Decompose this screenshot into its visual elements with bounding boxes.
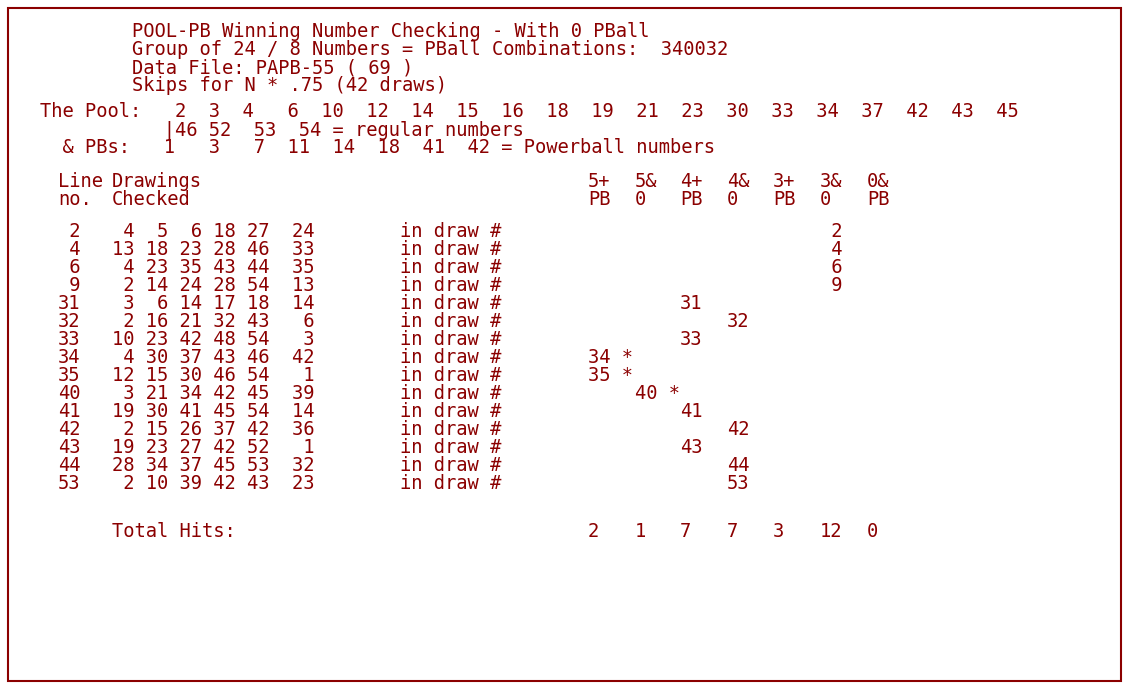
Text: 2 15 26 37 42  36: 2 15 26 37 42 36 bbox=[112, 420, 315, 439]
Text: PB: PB bbox=[773, 190, 796, 209]
Text: The Pool:   2  3  4   6  10  12  14  15  16  18  19  21  23  30  33  34  37  42 : The Pool: 2 3 4 6 10 12 14 15 16 18 19 2… bbox=[40, 102, 1018, 121]
Text: 41: 41 bbox=[680, 402, 702, 421]
Text: PB: PB bbox=[867, 190, 890, 209]
Text: 5&: 5& bbox=[634, 172, 657, 191]
Text: 32: 32 bbox=[727, 312, 750, 331]
Text: in draw #: in draw # bbox=[400, 384, 501, 403]
Text: 2: 2 bbox=[820, 222, 842, 241]
Text: 13 18 23 28 46  33: 13 18 23 28 46 33 bbox=[112, 240, 315, 259]
Text: 12 15 30 46 54   1: 12 15 30 46 54 1 bbox=[112, 366, 315, 385]
Text: 0: 0 bbox=[820, 190, 831, 209]
Text: in draw #: in draw # bbox=[400, 258, 501, 277]
Text: 40 *: 40 * bbox=[634, 384, 680, 403]
Text: 34 *: 34 * bbox=[588, 348, 633, 367]
Text: 4: 4 bbox=[58, 240, 80, 259]
Text: 2 14 24 28 54  13: 2 14 24 28 54 13 bbox=[112, 276, 315, 295]
Text: PB: PB bbox=[588, 190, 611, 209]
Text: 43: 43 bbox=[680, 438, 702, 457]
Text: 5+: 5+ bbox=[588, 172, 611, 191]
Text: 53: 53 bbox=[727, 474, 750, 493]
Text: 0: 0 bbox=[634, 190, 646, 209]
Text: 9: 9 bbox=[58, 276, 80, 295]
Text: in draw #: in draw # bbox=[400, 348, 501, 367]
Text: in draw #: in draw # bbox=[400, 456, 501, 475]
Text: 4 30 37 43 46  42: 4 30 37 43 46 42 bbox=[112, 348, 315, 367]
Text: 19 23 27 42 52   1: 19 23 27 42 52 1 bbox=[112, 438, 315, 457]
Text: in draw #: in draw # bbox=[400, 222, 501, 241]
Text: & PBs:   1   3   7  11  14  18  41  42 = Powerball numbers: & PBs: 1 3 7 11 14 18 41 42 = Powerball … bbox=[40, 138, 715, 157]
Text: Line: Line bbox=[58, 172, 103, 191]
Text: in draw #: in draw # bbox=[400, 474, 501, 493]
Text: in draw #: in draw # bbox=[400, 294, 501, 313]
Text: PB: PB bbox=[680, 190, 702, 209]
Text: 44: 44 bbox=[727, 456, 750, 475]
Text: 35 *: 35 * bbox=[588, 366, 633, 385]
Text: 31: 31 bbox=[680, 294, 702, 313]
Text: in draw #: in draw # bbox=[400, 420, 501, 439]
Text: 2 16 21 32 43   6: 2 16 21 32 43 6 bbox=[112, 312, 315, 331]
Text: 3: 3 bbox=[773, 522, 785, 541]
Text: Skips for N * .75 (42 draws): Skips for N * .75 (42 draws) bbox=[132, 76, 447, 95]
Text: 1: 1 bbox=[634, 522, 646, 541]
Text: 28 34 37 45 53  32: 28 34 37 45 53 32 bbox=[112, 456, 315, 475]
Text: in draw #: in draw # bbox=[400, 402, 501, 421]
Text: 4&: 4& bbox=[727, 172, 750, 191]
Text: 3&: 3& bbox=[820, 172, 842, 191]
Text: |46 52  53  54 = regular numbers: |46 52 53 54 = regular numbers bbox=[40, 120, 524, 139]
Text: 34: 34 bbox=[58, 348, 80, 367]
Text: in draw #: in draw # bbox=[400, 276, 501, 295]
Text: 0: 0 bbox=[727, 190, 738, 209]
Text: 40: 40 bbox=[58, 384, 80, 403]
Text: 12: 12 bbox=[820, 522, 842, 541]
Text: 10 23 42 48 54   3: 10 23 42 48 54 3 bbox=[112, 330, 315, 349]
Text: 6: 6 bbox=[58, 258, 80, 277]
Text: 2: 2 bbox=[588, 522, 599, 541]
Text: 2: 2 bbox=[58, 222, 80, 241]
Text: in draw #: in draw # bbox=[400, 330, 501, 349]
Text: 42: 42 bbox=[58, 420, 80, 439]
Text: 19 30 41 45 54  14: 19 30 41 45 54 14 bbox=[112, 402, 315, 421]
Text: 41: 41 bbox=[58, 402, 80, 421]
Text: 53: 53 bbox=[58, 474, 80, 493]
Text: 44: 44 bbox=[58, 456, 80, 475]
Text: Data File: PAPB-55 ( 69 ): Data File: PAPB-55 ( 69 ) bbox=[132, 58, 413, 77]
Text: 0: 0 bbox=[867, 522, 878, 541]
Text: 7: 7 bbox=[727, 522, 738, 541]
Text: 0&: 0& bbox=[867, 172, 890, 191]
Text: in draw #: in draw # bbox=[400, 240, 501, 259]
Text: 9: 9 bbox=[820, 276, 842, 295]
Text: in draw #: in draw # bbox=[400, 438, 501, 457]
Text: 35: 35 bbox=[58, 366, 80, 385]
Text: 3+: 3+ bbox=[773, 172, 796, 191]
Text: POOL-PB Winning Number Checking - With 0 PBall: POOL-PB Winning Number Checking - With 0… bbox=[132, 22, 649, 41]
Text: 3  6 14 17 18  14: 3 6 14 17 18 14 bbox=[112, 294, 315, 313]
Text: 33: 33 bbox=[58, 330, 80, 349]
Text: in draw #: in draw # bbox=[400, 312, 501, 331]
Text: in draw #: in draw # bbox=[400, 366, 501, 385]
Text: 2 10 39 42 43  23: 2 10 39 42 43 23 bbox=[112, 474, 315, 493]
Text: Total Hits:: Total Hits: bbox=[112, 522, 236, 541]
Text: 7: 7 bbox=[680, 522, 691, 541]
Text: 33: 33 bbox=[680, 330, 702, 349]
Text: Drawings: Drawings bbox=[112, 172, 202, 191]
Text: 4  5  6 18 27  24: 4 5 6 18 27 24 bbox=[112, 222, 315, 241]
Text: Checked: Checked bbox=[112, 190, 191, 209]
Text: 4+: 4+ bbox=[680, 172, 702, 191]
Text: 42: 42 bbox=[727, 420, 750, 439]
Text: 32: 32 bbox=[58, 312, 80, 331]
Text: no.: no. bbox=[58, 190, 91, 209]
Text: 43: 43 bbox=[58, 438, 80, 457]
Text: 4: 4 bbox=[820, 240, 842, 259]
Text: 3 21 34 42 45  39: 3 21 34 42 45 39 bbox=[112, 384, 315, 403]
Text: 6: 6 bbox=[820, 258, 842, 277]
Text: 31: 31 bbox=[58, 294, 80, 313]
Text: 4 23 35 43 44  35: 4 23 35 43 44 35 bbox=[112, 258, 315, 277]
Text: Group of 24 / 8 Numbers = PBall Combinations:  340032: Group of 24 / 8 Numbers = PBall Combinat… bbox=[132, 40, 728, 59]
